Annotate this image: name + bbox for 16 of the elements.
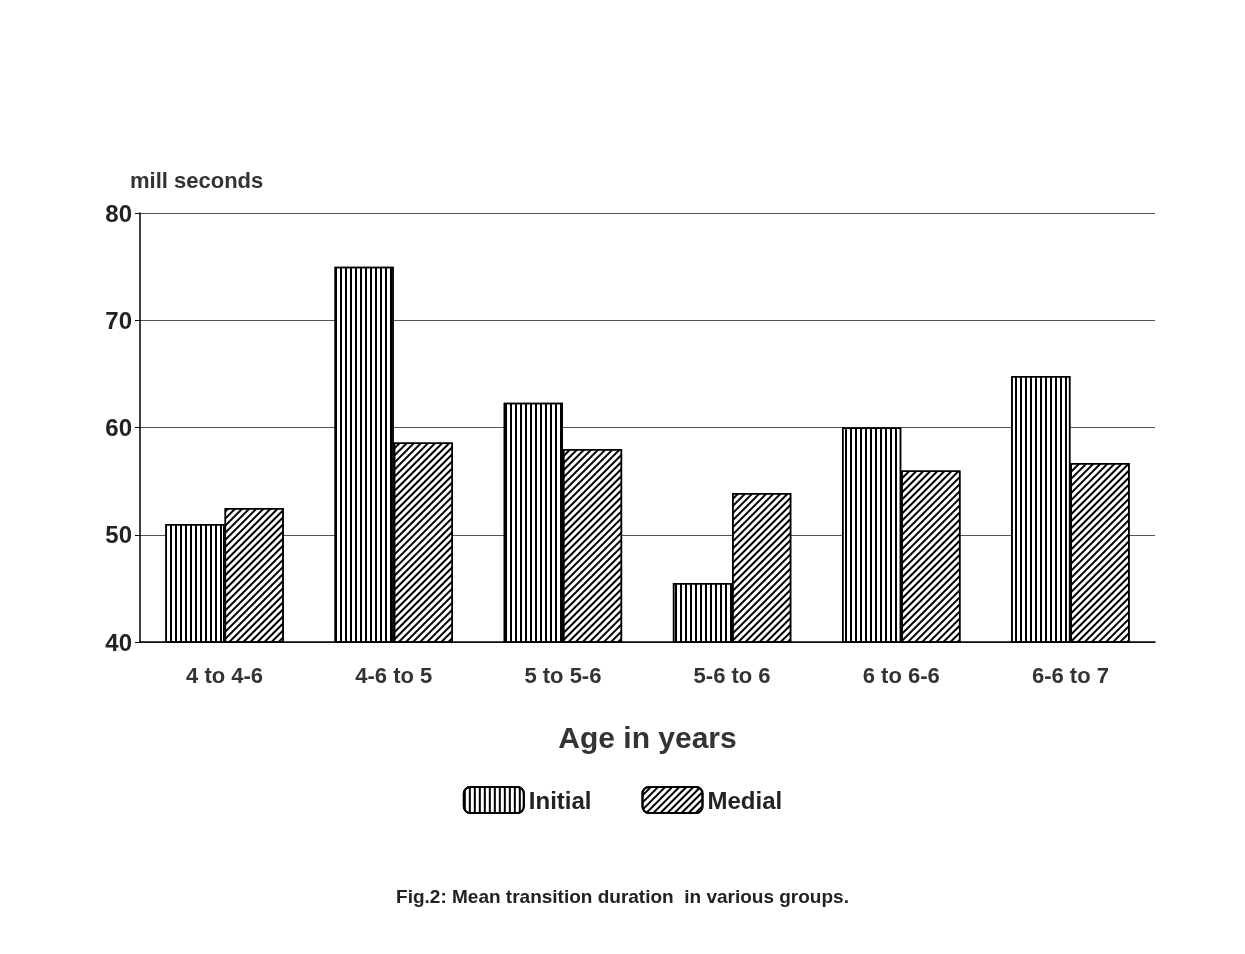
y-tick-label: 40	[105, 628, 132, 656]
legend-label: Initial	[528, 786, 592, 814]
y-tick-label: 80	[105, 199, 132, 227]
y-tick-label: 60	[105, 414, 132, 441]
x-tick-label: 4-6 to 5	[355, 662, 433, 688]
x-tick-label: 5-6 to 6	[693, 662, 771, 688]
y-tick-label: 70	[105, 306, 132, 334]
y-tick-label: 50	[105, 521, 132, 549]
x-axis-title: Age in years	[558, 720, 737, 754]
x-tick-label: 6-6 to 7	[1031, 662, 1109, 688]
x-tick-label: 4 to 4-6	[186, 662, 264, 688]
legend-label: Medial	[707, 786, 783, 814]
caption: Fig.2: Mean transition duration in various groups.	[396, 885, 849, 907]
y-axis-title: mill seconds	[130, 167, 264, 193]
x-tick-label: 5 to 5-6	[524, 662, 602, 688]
x-tick-label: 6 to 6-6	[862, 662, 940, 688]
